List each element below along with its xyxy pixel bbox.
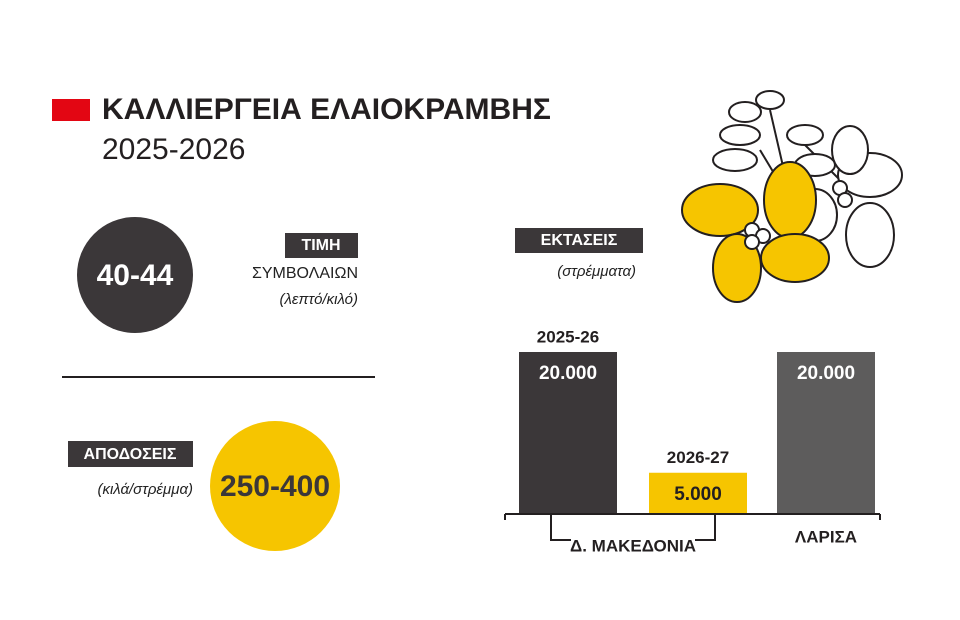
price-sublabel: ΣΥΜΒΟΛΑΙΩΝ bbox=[252, 265, 358, 282]
yield-unit: (κιλά/στρέμμα) bbox=[97, 481, 193, 498]
yield-label: ΑΠΟΔΟΣΕΙΣ bbox=[84, 446, 177, 463]
value-label: 20.000 bbox=[539, 363, 597, 384]
category-label: ΛΑΡΙΣΑ bbox=[795, 527, 857, 546]
category-bracket bbox=[550, 514, 716, 541]
price-circle bbox=[77, 217, 193, 333]
price-unit: (λεπτό/κιλό) bbox=[280, 291, 358, 308]
value-label: 5.000 bbox=[674, 484, 722, 505]
axis-ends bbox=[504, 514, 881, 520]
value-label: 20.000 bbox=[797, 363, 855, 384]
chart-subtitle: (στρέμματα) bbox=[557, 263, 636, 280]
bar bbox=[777, 352, 875, 513]
yield-value: 250-400 bbox=[220, 470, 330, 503]
subtitle: 2025-2026 bbox=[102, 133, 245, 166]
title: ΚΑΛΛΙΕΡΓΕΙΑ ΕΛΑΙΟΚΡΑΜΒΗΣ bbox=[102, 93, 551, 126]
title-marker bbox=[52, 99, 90, 121]
series-label: 2025-26 bbox=[537, 327, 599, 346]
chart-title: ΕΚΤΑΣΕΙΣ bbox=[541, 232, 618, 249]
bar bbox=[649, 472, 747, 513]
price-value: 40-44 bbox=[97, 259, 174, 292]
series-label: 2026-27 bbox=[667, 448, 729, 467]
price-label: ΤΙΜΗ bbox=[301, 237, 340, 254]
category-label: Δ. ΜΑΚΕΔΟΝΙΑ bbox=[570, 536, 696, 555]
bar bbox=[519, 352, 617, 513]
price-label-box bbox=[285, 233, 358, 258]
yield-circle bbox=[210, 421, 340, 551]
chart-title-box bbox=[515, 228, 643, 253]
flower-illustration bbox=[681, 90, 903, 303]
yield-label-box bbox=[68, 441, 193, 467]
